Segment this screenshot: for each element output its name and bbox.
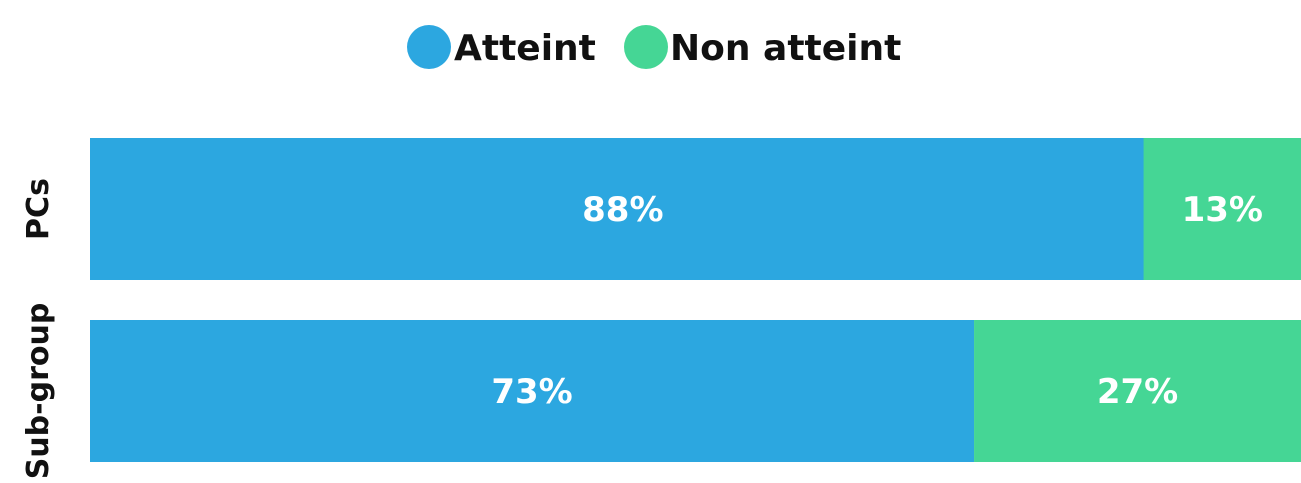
- bar-label-atteint-pcs: 88%: [582, 190, 663, 230]
- legend-label-non-atteint: Non atteint: [670, 28, 901, 69]
- bar-atteint-pcs: [90, 138, 1156, 280]
- bar-non-atteint-pcs: [1143, 138, 1301, 280]
- bar-label-atteint-sub-group: 73%: [491, 372, 572, 412]
- category-label-sub-group: Sub-group: [21, 303, 56, 480]
- bar-non-atteint-sub-group: [974, 320, 1301, 462]
- bar-label-non-atteint-sub-group: 27%: [1097, 372, 1178, 412]
- bar-atteint-sub-group: [90, 320, 975, 462]
- legend-label-atteint: Atteint: [454, 28, 596, 69]
- category-labels: PCs Sub-group: [21, 178, 56, 479]
- category-label-pcs: PCs: [21, 178, 56, 240]
- legend: Atteint Non atteint: [407, 25, 901, 69]
- legend-swatch-non-atteint: [624, 25, 668, 69]
- bars: 88% 13% 73% 27%: [90, 138, 1301, 462]
- bar-label-non-atteint-pcs: 13%: [1182, 190, 1263, 230]
- legend-swatch-atteint: [407, 25, 451, 69]
